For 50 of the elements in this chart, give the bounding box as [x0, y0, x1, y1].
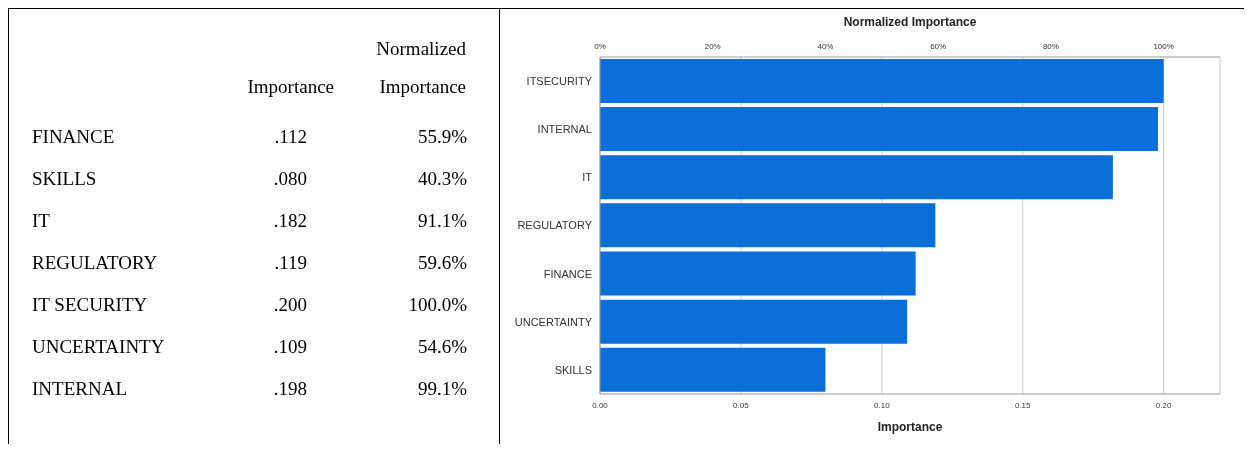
x-axis-title: Importance [877, 420, 943, 434]
bar [600, 107, 1158, 152]
category-label: SKILLS [31, 167, 98, 191]
data-label: .112 [273, 125, 308, 149]
data-label: 40.3% [416, 167, 467, 191]
x2-tick-label: 40% [817, 42, 834, 51]
x2-tick-label: 80% [1042, 42, 1059, 51]
text: Importance [246, 75, 334, 99]
x2-tick-label: 20% [704, 42, 721, 51]
x2-tick-label: 100% [1153, 42, 1174, 51]
x-tick-label: 0.00 [592, 400, 609, 410]
data-label: 54.6% [416, 335, 467, 359]
bar [600, 251, 916, 296]
data-label: 99.1% [416, 377, 467, 401]
y-tick-label: INTERNAL [537, 123, 592, 136]
y-tick-label: FINANCE [543, 267, 592, 280]
y-tick-label: SKILLS [554, 363, 592, 376]
x-tick-label: 0.05 [733, 400, 750, 410]
data-label: .109 [272, 335, 308, 359]
category-label: REGULATORY [31, 251, 159, 275]
bar [600, 347, 826, 392]
x-tick-label: 0.15 [1014, 400, 1032, 410]
category-label: FINANCE [31, 125, 116, 149]
data-label: .198 [272, 377, 308, 401]
bar [600, 58, 1164, 103]
bar [600, 203, 936, 248]
x-tick-label: 0.20 [1155, 400, 1172, 410]
data-label: .080 [272, 167, 308, 191]
x2-tick-label: 0% [594, 42, 606, 51]
category-label: IT SECURITY [31, 293, 149, 317]
x2-tick-label: 60% [930, 42, 947, 51]
data-label: .119 [273, 251, 308, 275]
x2-axis-title: Normalized Importance [843, 14, 977, 29]
y-tick-label: ITSECURITY [526, 74, 593, 87]
bar [600, 299, 908, 344]
category-label: IT [31, 209, 51, 233]
text: Normalized Importance [375, 37, 466, 99]
x-tick-label: 0.10 [874, 400, 891, 410]
y-tick-label: UNCERTAINTY [514, 315, 593, 328]
y-tick-label: IT [582, 171, 593, 184]
category-label: INTERNAL [31, 377, 128, 401]
data-label: 100.0% [407, 293, 467, 317]
category-label: UNCERTAINTY [31, 335, 166, 359]
data-label: 55.9% [416, 125, 467, 149]
y-tick-label: REGULATORY [517, 219, 593, 232]
data-label: .200 [272, 293, 308, 317]
data-label: 59.6% [416, 251, 467, 275]
data-label: 91.1% [416, 209, 467, 233]
data-label: .182 [272, 209, 308, 233]
bar [600, 155, 1113, 200]
